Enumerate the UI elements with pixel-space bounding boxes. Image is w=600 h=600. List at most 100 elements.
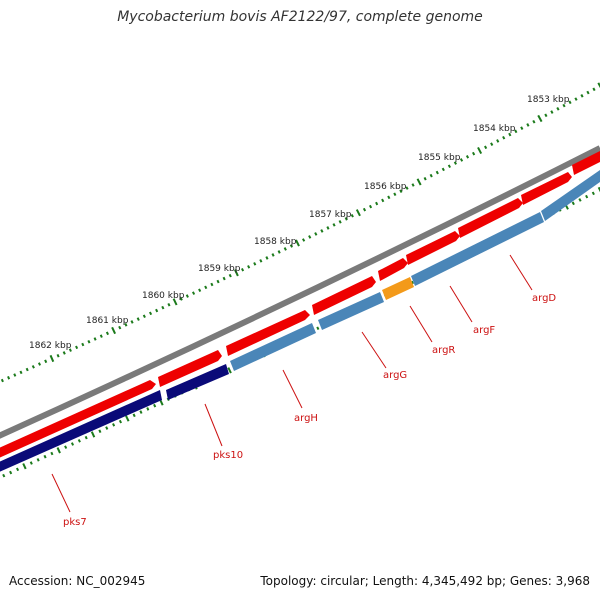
minor-tick [37, 362, 42, 366]
major-tick [233, 269, 239, 277]
minor-tick [344, 217, 348, 221]
minor-tick [167, 302, 171, 307]
gene-arrow[interactable] [521, 172, 572, 205]
gene-arrow[interactable] [0, 380, 156, 462]
minor-tick [68, 348, 72, 352]
minor-tick [308, 235, 312, 239]
gene-arrow[interactable] [158, 350, 222, 387]
minor-tick [387, 195, 391, 200]
minor-tick [556, 107, 560, 111]
minor-tick [369, 204, 373, 209]
gene-arrow[interactable] [382, 277, 414, 300]
accession-text: Accession: NC_002945 [9, 574, 146, 588]
scale-label: 1853 kbp [527, 95, 570, 105]
minor-tick [472, 151, 476, 156]
minor-tick [50, 451, 54, 456]
minor-tick [435, 170, 439, 175]
minor-tick [70, 442, 75, 446]
gene-arrow[interactable] [411, 212, 544, 286]
scale-label: 1855 kbp [418, 153, 461, 163]
minor-tick [112, 423, 116, 427]
gene-label[interactable]: argF [473, 325, 495, 336]
gene-label[interactable]: pks10 [213, 450, 243, 461]
minor-tick [550, 110, 554, 114]
minor-tick [9, 470, 13, 475]
scale-label: 1854 kbp [473, 124, 516, 134]
minor-tick [568, 100, 572, 105]
gene-arrow[interactable] [572, 151, 600, 175]
major-tick [597, 186, 600, 193]
minor-tick [204, 285, 208, 290]
minor-tick [179, 297, 183, 301]
gene-labels: argD argF argR argG argH pks10 pks7 [63, 293, 556, 528]
leader-line [509, 254, 533, 291]
minor-tick [453, 161, 457, 165]
minor-tick [502, 135, 506, 140]
minor-tick [514, 129, 518, 134]
scale-labels: 1853 kbp 1854 kbp 1855 kbp 1856 kbp 1857… [29, 95, 570, 351]
minor-tick [362, 207, 367, 212]
minor-tick [247, 265, 251, 269]
minor-tick [578, 198, 582, 202]
gene-arrow[interactable] [0, 390, 162, 476]
minor-tick [592, 87, 596, 92]
gene-arrow[interactable] [541, 170, 600, 221]
gene-arrow[interactable] [226, 310, 310, 356]
minor-tick [240, 267, 245, 272]
minor-tick [15, 467, 20, 472]
major-tick [597, 82, 600, 89]
minor-tick [283, 247, 287, 251]
gene-label[interactable]: argH [294, 413, 318, 424]
major-tick [172, 298, 178, 306]
minor-tick [228, 273, 232, 278]
minor-tick [62, 351, 66, 355]
minor-tick [253, 262, 257, 266]
major-tick [416, 178, 422, 186]
gene-arrow[interactable] [378, 258, 408, 281]
minor-tick [326, 226, 330, 230]
minor-tick [490, 142, 494, 146]
minor-tick [411, 183, 415, 187]
minor-tick [7, 376, 11, 380]
forward-strand-genes [0, 151, 600, 462]
gene-label[interactable]: argD [532, 293, 556, 304]
minor-tick [136, 317, 140, 321]
minor-tick [465, 155, 470, 159]
minor-tick [338, 220, 342, 224]
gene-arrow[interactable] [166, 364, 229, 400]
minor-tick [81, 342, 85, 347]
gene-arrow[interactable] [458, 198, 523, 238]
reverse-strand-genes [0, 170, 600, 476]
minor-tick [586, 90, 590, 95]
minor-tick [87, 339, 91, 344]
minor-tick [43, 454, 47, 459]
major-tick [56, 447, 61, 454]
gene-label[interactable]: argG [383, 370, 407, 381]
minor-tick [429, 173, 433, 178]
minor-tick [520, 126, 524, 130]
minor-tick [185, 294, 189, 298]
gene-arrow[interactable] [312, 276, 376, 315]
gene-label[interactable]: pks7 [63, 517, 87, 528]
leader-line [449, 285, 473, 323]
minor-tick [31, 365, 35, 369]
major-tick [355, 209, 361, 217]
minor-tick [118, 325, 122, 330]
scale-label: 1862 kbp [29, 341, 72, 351]
minor-tick [153, 403, 157, 408]
minor-tick [350, 213, 354, 218]
gene-arrow[interactable] [406, 231, 460, 265]
gene-arrow[interactable] [318, 292, 384, 330]
minor-tick [99, 334, 103, 338]
gene-label[interactable]: argR [432, 345, 455, 356]
minor-tick [405, 186, 409, 190]
minor-tick [142, 314, 146, 319]
minor-tick [146, 407, 150, 411]
gene-arrow[interactable] [230, 323, 316, 371]
minor-tick [132, 413, 136, 418]
minor-tick [84, 435, 88, 440]
minor-tick [222, 276, 226, 281]
minor-tick [381, 198, 385, 203]
scale-label: 1857 kbp [309, 210, 352, 220]
minor-tick [0, 378, 4, 383]
